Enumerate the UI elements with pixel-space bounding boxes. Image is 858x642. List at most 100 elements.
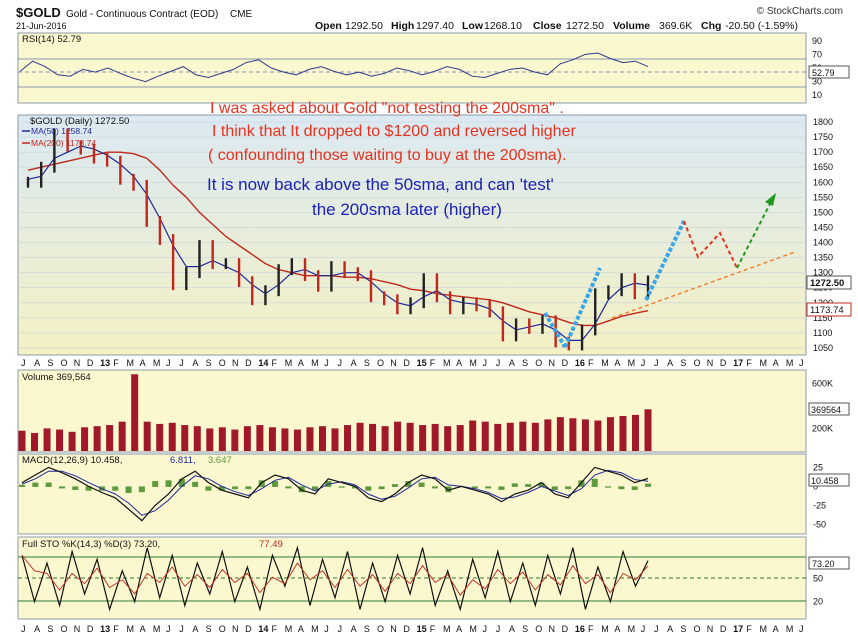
rsi-title: RSI(14) 52.79 [22,34,81,45]
macd-hist-bar [445,486,452,493]
macd-hist-bar [272,481,279,487]
x-axis-label: M [311,358,319,368]
x-axis-label: D [87,624,94,634]
macd-ytick: -25 [813,500,826,510]
x-axis-label: A [34,624,40,634]
volume-bar [231,429,239,451]
macd-line [21,466,649,522]
x-axis-label: F [588,624,594,634]
x-axis-label: M [601,358,609,368]
macd-histogram [19,478,651,493]
chg-value: -20.50 (-1.59%) [725,20,798,32]
low-label: Low [462,20,484,32]
macd-hist-bar [591,478,598,487]
volume-bar [168,422,176,451]
volume-title: Volume 369,564 [22,372,91,383]
macd-hist-bar [631,486,638,490]
x-axis-label: M [469,624,477,634]
macd-hist-bar [551,486,558,490]
volume-bar [218,427,226,451]
macd-hist-bar [125,486,132,493]
x-axis-label: A [614,624,620,634]
x-axis-label: N [232,624,239,634]
price-ytick: 1100 [813,328,832,338]
x-axis-label: M [628,358,636,368]
x-axis-label: O [377,624,384,634]
price-ytick: 1350 [813,253,833,263]
x-axis-label: J [641,624,646,634]
x-axis-label: D [403,358,410,368]
x-axis-label: 17 [733,358,743,368]
x-axis-label: M [285,624,293,634]
x-axis-label: N [390,358,397,368]
volume-bar [381,426,389,451]
x-axis-label: 15 [417,624,427,634]
macd-hist-bar [538,482,545,487]
macd-hist-bar [192,481,199,487]
macd-hist-bar [218,486,225,491]
volume-bar [43,428,51,451]
macd-hist-bar [19,484,25,487]
macd-hist-bar [378,486,385,490]
x-axis-label: O [377,358,384,368]
x-axis-label: M [786,358,794,368]
volume-bar [131,374,139,451]
macd-hist-bar [45,482,52,487]
chart-name: Gold - Continuous Contract (EOD) [66,9,218,20]
price-ytick: 1550 [813,192,833,202]
x-axis-label: J [496,358,501,368]
x-axis-label: O [535,358,542,368]
macd-hist-bar [405,481,412,487]
volume-bar [619,416,627,451]
volume-bar [594,420,602,451]
macd-hist-bar [471,486,478,489]
x-axis-label: A [773,624,779,634]
ma50-line [27,145,649,341]
x-axis-label: A [509,358,515,368]
x-axis-label: 14 [258,624,268,634]
volume-bar [531,422,539,451]
macd-hist-bar [72,486,79,490]
x-axis-label: 15 [417,358,427,368]
price-gridlines [18,121,806,349]
macd-hist-bar [351,486,358,489]
x-axis-label: J [166,624,171,634]
high-value: 1297.40 [416,20,454,32]
x-axis-label: J [799,624,804,634]
x-axis-label: D [562,624,569,634]
x-axis-label: 16 [575,624,585,634]
price-ytick: 1800 [813,117,833,127]
x-axis-label: N [548,624,555,634]
open-value: 1292.50 [345,20,383,32]
x-axis-label: J [496,624,501,634]
macd-hist-bar [58,486,65,489]
macd-hist-bar [605,486,612,488]
volume-bar [519,421,527,451]
volume-bar [494,423,502,451]
x-axis-label: A [140,358,146,368]
x-axis-label: S [522,624,528,634]
x-axis-label: M [628,624,636,634]
macd-signal-value: 6.811, [170,455,196,466]
x-axis-label: J [21,358,26,368]
macd-hist-bar [565,486,572,490]
volume-bar [506,422,514,451]
macd-hist-bar [152,481,159,487]
projection-blue-down [543,311,567,349]
x-axis-label: M [759,358,767,368]
x-axis-label: J [179,358,184,368]
x-axis-label: J [324,624,329,634]
volume-bar [581,419,589,451]
x-axis-label: M [469,358,477,368]
volume-bar [56,429,64,451]
x-axis-label: O [219,358,226,368]
volume-bar [106,425,114,451]
macd-ytick: -50 [813,519,826,529]
macd-hist-bar [85,486,92,491]
volume-bar [544,419,552,451]
volume-bar [419,425,427,451]
x-axis-label: F [272,358,278,368]
x-axis-label: 13 [100,624,110,634]
volume-bar [569,418,577,451]
